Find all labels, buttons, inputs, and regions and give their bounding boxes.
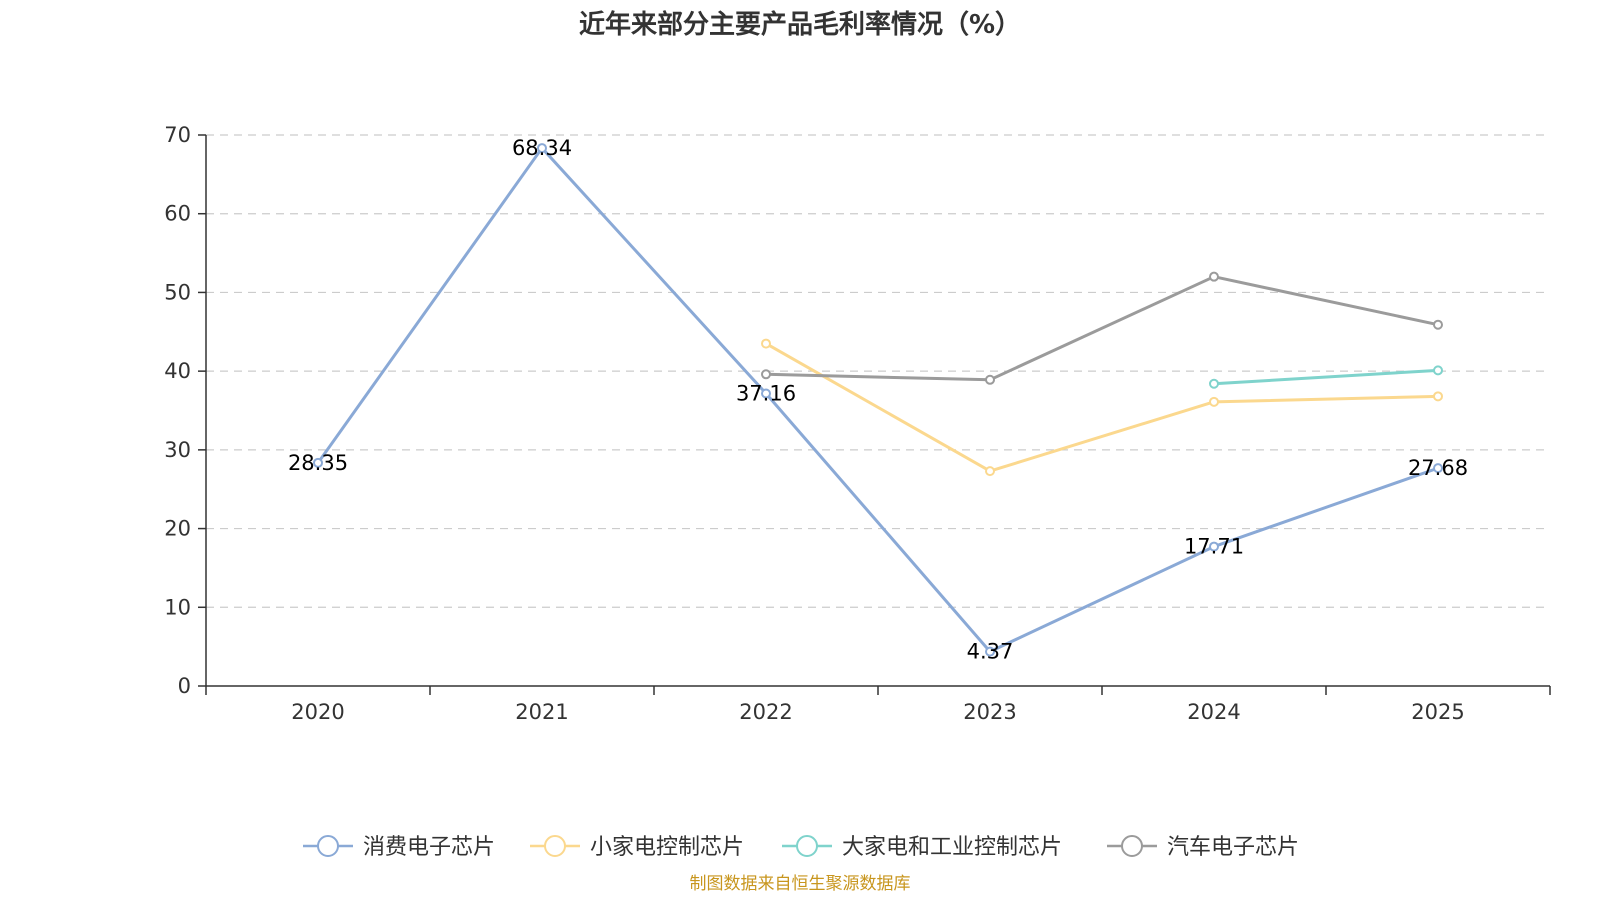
y-tick-label: 50	[164, 280, 191, 304]
data-point[interactable]	[537, 143, 547, 154]
legend-marker-icon	[544, 835, 566, 857]
axes: 0 10 20 30 40 50 60 70 2020 2021 2022 2023 2024 2025	[164, 123, 1551, 724]
y-tick-label: 20	[164, 517, 191, 541]
data-point[interactable]	[761, 338, 771, 349]
legend-label: 大家电和工业控制芯片	[842, 835, 1062, 860]
legend-item-3[interactable]: 大家电和工业控制芯片	[782, 835, 1062, 860]
data-point[interactable]	[1433, 365, 1443, 376]
data-point[interactable]	[761, 388, 771, 399]
data-point[interactable]	[761, 369, 771, 380]
y-tick-label: 70	[164, 123, 191, 147]
series-line	[1213, 368, 1439, 386]
series-2	[761, 338, 1443, 477]
legend-label: 汽车电子芯片	[1167, 835, 1299, 860]
data-point[interactable]	[1433, 319, 1443, 330]
data-point[interactable]	[985, 466, 995, 477]
chart-title: 近年来部分主要产品毛利率情况（%）	[579, 9, 1021, 40]
data-point[interactable]	[1209, 378, 1219, 389]
legend[interactable]: 消费电子芯片 小家电控制芯片 大家电和工业控制芯片 汽车电子芯片	[303, 835, 1299, 860]
source-note: 制图数据来自恒生聚源数据库	[690, 874, 911, 894]
data-labels: 28.35 68.34 37.16 4.37 17.71 27.68	[288, 136, 1468, 664]
legend-item-4[interactable]: 汽车电子芯片	[1107, 835, 1299, 860]
legend-marker-icon	[317, 835, 339, 857]
data-label: 37.16	[736, 381, 796, 405]
data-point[interactable]	[1433, 463, 1443, 474]
series-3	[1209, 365, 1443, 389]
legend-item-1[interactable]: 消费电子芯片	[303, 835, 495, 860]
data-point[interactable]	[985, 374, 995, 385]
data-point[interactable]	[1209, 541, 1219, 552]
data-label: 4.37	[967, 640, 1014, 664]
data-point[interactable]	[313, 457, 323, 468]
grid-lines	[206, 134, 1550, 608]
legend-item-2[interactable]: 小家电控制芯片	[530, 835, 744, 860]
x-tick-label: 2021	[515, 700, 568, 724]
data-point[interactable]	[1209, 271, 1219, 282]
legend-label: 小家电控制芯片	[590, 835, 744, 860]
x-tick-label: 2020	[291, 700, 344, 724]
x-tick-label: 2022	[739, 700, 792, 724]
data-point[interactable]	[1433, 391, 1443, 402]
x-tick-label: 2024	[1187, 700, 1240, 724]
data-point[interactable]	[985, 646, 995, 657]
y-tick-label: 10	[164, 595, 191, 619]
legend-marker-icon	[1121, 835, 1143, 857]
y-tick-label: 0	[178, 674, 191, 698]
x-tick-label: 2023	[963, 700, 1016, 724]
data-label: 17.71	[1184, 535, 1244, 559]
data-point[interactable]	[1209, 396, 1219, 407]
y-tick-label: 40	[164, 359, 191, 383]
legend-marker-icon	[796, 835, 818, 857]
series-group	[313, 143, 1443, 657]
data-label: 27.68	[1408, 456, 1468, 480]
data-label: 68.34	[512, 136, 572, 160]
y-tick-label: 30	[164, 438, 191, 462]
series-line	[765, 342, 1439, 473]
series-line	[765, 275, 1439, 382]
series-line	[316, 146, 1439, 654]
legend-label: 消费电子芯片	[363, 835, 495, 860]
x-tick-label: 2025	[1411, 700, 1464, 724]
y-tick-label: 60	[164, 202, 191, 226]
series-1	[313, 143, 1443, 657]
series-4	[761, 271, 1443, 385]
data-label: 28.35	[288, 451, 348, 475]
